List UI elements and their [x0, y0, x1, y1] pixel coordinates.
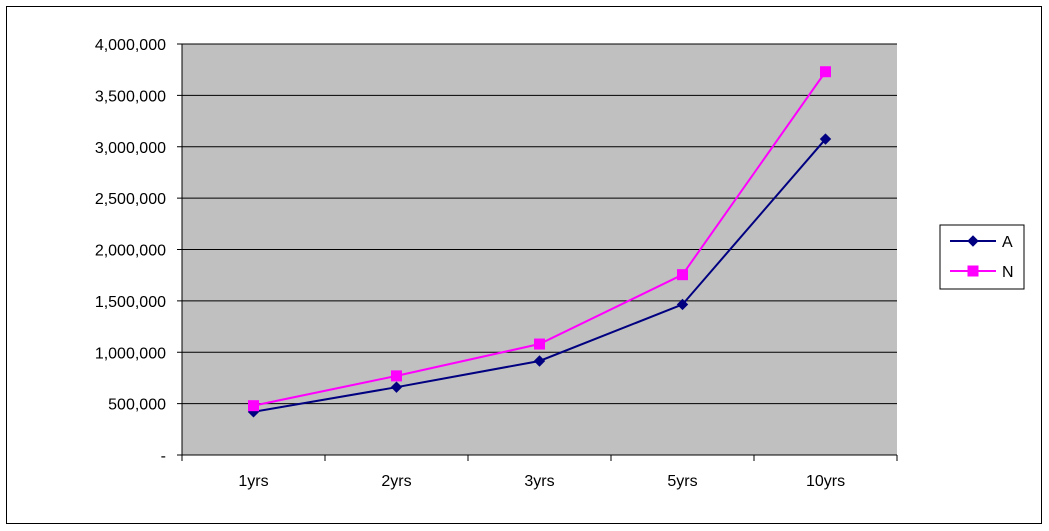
data-point — [391, 370, 402, 382]
series-n — [248, 66, 831, 412]
y-tick-label: 2,500,000 — [95, 191, 166, 208]
legend-label: A — [1002, 234, 1013, 251]
y-tick-label: 4,000,000 — [95, 37, 166, 54]
data-point — [820, 66, 831, 78]
legend-label: N — [1002, 264, 1014, 281]
data-point — [677, 269, 688, 281]
x-tick-label: 10yrs — [806, 473, 845, 490]
data-point — [533, 355, 546, 367]
data-point — [390, 381, 403, 393]
x-tick-label: 2yrs — [381, 473, 411, 490]
legend-item: A — [950, 234, 1013, 251]
axes: - 500,000 1,000,000 1,500,000 2,000,000 2,500… — [95, 37, 898, 490]
y-tick-label: 1,000,000 — [95, 345, 166, 362]
legend: AN — [939, 224, 1025, 290]
y-tick-label: 3,500,000 — [95, 88, 166, 105]
data-point — [248, 400, 259, 412]
data-point — [676, 298, 689, 311]
gridlines — [182, 43, 897, 405]
x-tick-label: 3yrs — [524, 473, 554, 490]
x-tick-label: 5yrs — [667, 473, 697, 490]
y-tick-label: 500,000 — [108, 397, 166, 414]
y-tick-label: - — [161, 448, 166, 465]
legend-item: N — [950, 264, 1014, 281]
legend-box — [939, 224, 1025, 290]
data-point — [819, 133, 832, 145]
y-tick-label: 2,000,000 — [95, 243, 166, 260]
y-tick-label: 3,000,000 — [95, 140, 166, 157]
y-tick-label: 1,500,000 — [95, 294, 166, 311]
legend-marker — [967, 265, 979, 277]
series-group — [247, 66, 832, 418]
data-point — [534, 338, 545, 350]
x-tick-label: 1yrs — [238, 473, 268, 490]
legend-marker — [967, 235, 979, 247]
